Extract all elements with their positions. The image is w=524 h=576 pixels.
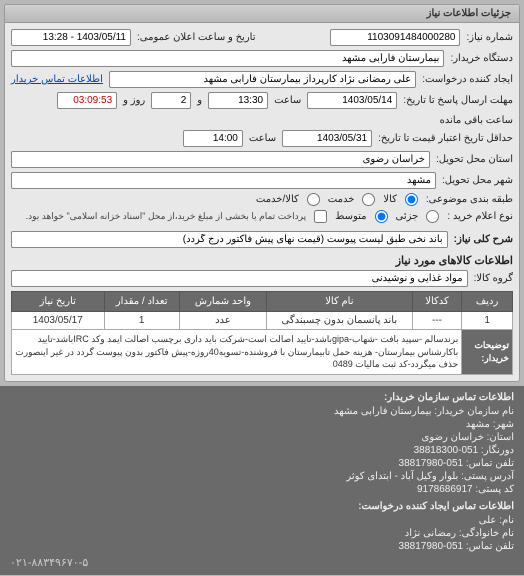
announce-datetime-input[interactable] <box>11 29 131 46</box>
cell-code: --- <box>412 312 461 330</box>
validity-date-input[interactable] <box>282 130 372 147</box>
cell-date: 1403/05/17 <box>12 312 105 330</box>
requester-label: ایجاد کننده درخواست: <box>422 74 513 85</box>
footer-phone-value: 051-38817980 <box>399 458 464 469</box>
buyer-desc-label: توضیحات خریدار: <box>462 330 513 375</box>
buy-type-label: نوع اعلام خرید : <box>447 211 513 222</box>
footer-addr-value: بلوار وکیل آباد - ابتدای کوثر <box>346 471 458 482</box>
remain-and: و <box>197 95 202 106</box>
category-service-radio[interactable] <box>362 193 375 206</box>
need-details-panel: جزئیات اطلاعات نیاز شماره نیاز: تاریخ و … <box>4 4 520 382</box>
col-idx: ردیف <box>462 292 513 312</box>
goods-section-title: اطلاعات کالاهای مورد نیاز <box>11 254 513 267</box>
validity-label: حداقل تاریخ اعتبار قیمت تا تاریخ: <box>378 133 513 144</box>
cell-name: باند پانسمان بدون چسبندگی <box>266 312 412 330</box>
need-number-label: شماره نیاز: <box>466 32 513 43</box>
desc-label: شرح کلی نیاز: <box>454 234 513 245</box>
footer-zip-label: کد پستی: <box>475 484 514 495</box>
footer-city-label: شهر: <box>493 419 514 430</box>
requester-input[interactable] <box>109 71 416 88</box>
cell-qty: 1 <box>104 312 179 330</box>
footer-req-title: اطلاعات تماس ایجاد کننده درخواست: <box>10 501 514 512</box>
deadline-date-input[interactable] <box>307 92 397 109</box>
buyer-label: دستگاه خریدار: <box>450 53 513 64</box>
province-label: استان محل تحویل: <box>436 154 513 165</box>
goods-group-input[interactable] <box>11 270 468 287</box>
category-label: طبقه بندی موضوعی: <box>426 194 513 205</box>
footer-zip-value: 9178686917 <box>417 484 473 495</box>
remain-time-input[interactable] <box>57 92 117 109</box>
footer-lname-value: رمضانی نژاد <box>405 528 456 539</box>
col-code: کدکالا <box>412 292 461 312</box>
footer-title: اطلاعات تماس سازمان خریدار: <box>10 392 514 403</box>
buy-note: پرداخت تمام یا بخشی از مبلغ خرید،از محل … <box>26 211 306 222</box>
time-label-1: ساعت <box>274 95 301 106</box>
goods-group-label: گروه کالا: <box>474 273 513 284</box>
footer-phone-label: تلفن تماس: <box>466 458 514 469</box>
time-label-2: ساعت <box>249 133 276 144</box>
city-label: شهر محل تحویل: <box>442 175 513 186</box>
remain-days-input[interactable] <box>151 92 191 109</box>
footer-org-label: نام سازمان خریدار: <box>434 406 514 417</box>
table-desc-row: توضیحات خریدار: برندسالم -سپید بافت -شها… <box>12 330 513 375</box>
col-qty: تعداد / مقدار <box>104 292 179 312</box>
buy-small-label: جزئی <box>396 211 419 222</box>
remain-after-label: ساعت باقی مانده <box>440 115 513 126</box>
category-goods-label: کالا <box>383 194 397 205</box>
footer-contact-block: اطلاعات تماس سازمان خریدار: نام سازمان خ… <box>0 386 524 575</box>
category-both-label: کالا/خدمت <box>256 194 299 205</box>
buy-med-radio[interactable] <box>375 210 388 223</box>
footer-lname-label: نام خانوادگی: <box>459 528 514 539</box>
category-goods-radio[interactable] <box>405 193 418 206</box>
panel-title: جزئیات اطلاعات نیاز <box>5 5 519 23</box>
buy-med-label: متوسط <box>335 211 366 222</box>
footer-city-value: مشهد <box>466 419 490 430</box>
need-number-input[interactable] <box>330 29 460 46</box>
footer-province-value: خراسان رضوی <box>422 432 484 443</box>
buy-small-radio[interactable] <box>426 210 439 223</box>
city-input[interactable] <box>11 172 436 189</box>
remain-days-label: روز و <box>123 95 145 106</box>
footer-fax-value: 051-38818300 <box>414 445 479 456</box>
cell-unit: عدد <box>179 312 266 330</box>
validity-time-input[interactable] <box>183 130 243 147</box>
table-header-row: ردیف کدکالا نام کالا واحد شمارش تعداد / … <box>12 292 513 312</box>
desc-input[interactable] <box>11 231 448 248</box>
buyer-desc-value: برندسالم -سپید بافت -شهاب-gipaباشد-تایید… <box>12 330 462 375</box>
cell-idx: 1 <box>462 312 513 330</box>
table-row[interactable]: 1 --- باند پانسمان بدون چسبندگی عدد 1 14… <box>12 312 513 330</box>
footer-fax-label: دورنگار: <box>481 445 514 456</box>
buyer-input[interactable] <box>11 50 444 67</box>
footer-addr-label: آدرس پستی: <box>461 471 514 482</box>
footer-name-value: علی <box>479 515 497 526</box>
announce-datetime-label: تاریخ و ساعت اعلان عمومی: <box>137 32 256 43</box>
treasury-checkbox[interactable] <box>314 210 327 223</box>
category-service-label: خدمت <box>328 194 355 205</box>
goods-table: ردیف کدکالا نام کالا واحد شمارش تعداد / … <box>11 291 513 375</box>
buyer-contact-link[interactable]: اطلاعات تماس خریدار <box>11 74 103 85</box>
deadline-label: مهلت ارسال پاسخ تا تاریخ: <box>403 95 513 106</box>
col-date: تاریخ نیاز <box>12 292 105 312</box>
footer-bottom-phone: ۰۲۱-۸۸۳۴۹۶۷۰-۵ <box>10 556 514 569</box>
category-both-radio[interactable] <box>307 193 320 206</box>
province-input[interactable] <box>11 151 430 168</box>
footer-name-label: نام: <box>499 515 514 526</box>
deadline-time-input[interactable] <box>208 92 268 109</box>
col-name: نام کالا <box>266 292 412 312</box>
footer-cphone-label: تلفن تماس: <box>466 541 514 552</box>
footer-org-value: بیمارستان فارابی مشهد <box>334 406 432 417</box>
footer-province-label: استان: <box>487 432 514 443</box>
col-unit: واحد شمارش <box>179 292 266 312</box>
footer-cphone-value: 051-38817980 <box>399 541 464 552</box>
